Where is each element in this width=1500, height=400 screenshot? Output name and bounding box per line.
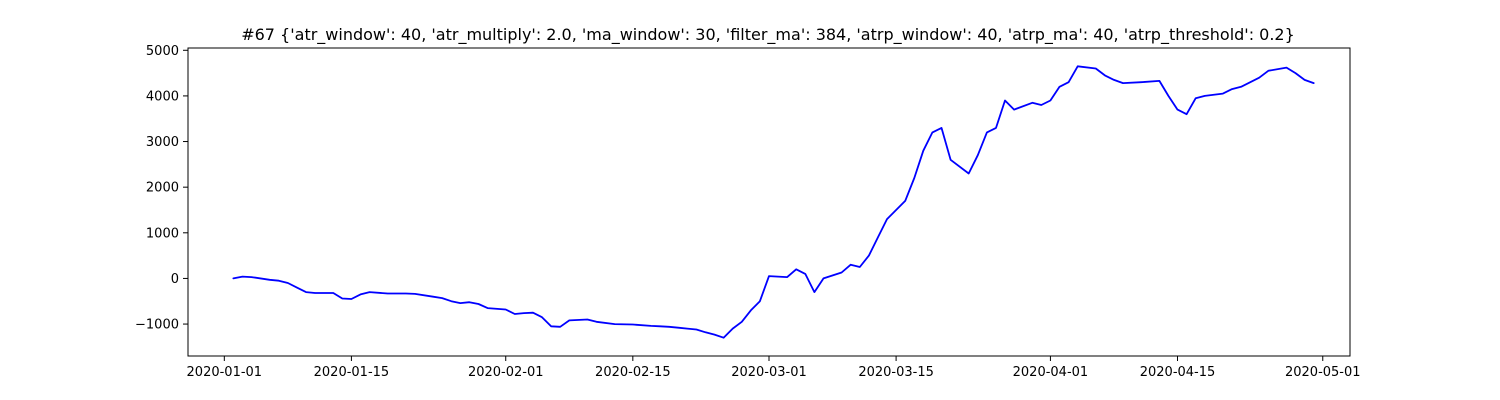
x-axis-ticks: 2020-01-01 2020-01-15 2020-02-01 2020-02-15…	[187, 356, 1361, 380]
x-tick-label: 2020-05-01	[1285, 365, 1361, 380]
y-tick-label: 5000	[146, 44, 179, 59]
y-tick-label: −1000	[135, 318, 179, 333]
series-line	[232, 65, 1315, 339]
x-tick-label: 2020-01-01	[187, 365, 263, 380]
y-tick-label: 4000	[146, 89, 179, 104]
x-tick-label: 2020-04-01	[1013, 365, 1089, 380]
y-tick-label: 2000	[146, 181, 179, 196]
x-tick-label: 2020-03-15	[858, 365, 934, 380]
x-tick-label: 2020-02-01	[468, 365, 544, 380]
x-tick-label: 2020-04-15	[1140, 365, 1216, 380]
series-layer	[232, 65, 1315, 339]
x-tick-label: 2020-03-01	[731, 365, 807, 380]
plot-area-frame	[187, 47, 1351, 357]
chart-title: #67 {'atr_window': 40, 'atr_multiply': 2…	[241, 25, 1295, 45]
x-tick-label: 2020-02-15	[595, 365, 671, 380]
x-tick-label: 2020-01-15	[314, 365, 390, 380]
y-tick-label: 1000	[146, 226, 179, 241]
y-tick-label: 3000	[146, 135, 179, 150]
y-tick-label: 0	[171, 272, 179, 287]
y-axis-ticks: −1000 0 1000 2000 3000 4000 5000	[135, 44, 188, 333]
